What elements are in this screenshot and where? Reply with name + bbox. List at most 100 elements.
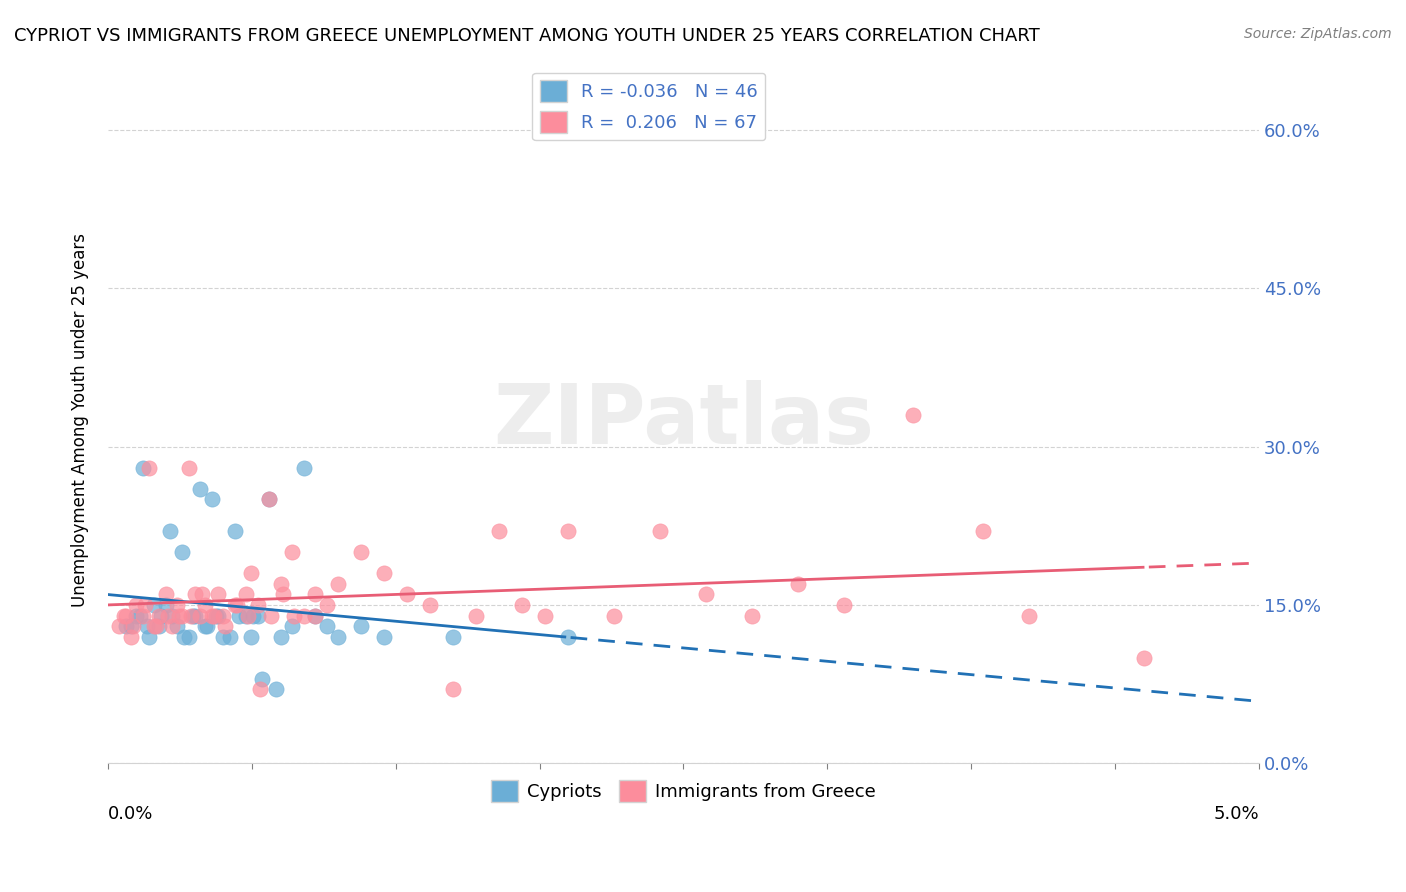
Point: [170, 545, 193, 559]
Point: [124, 608, 146, 623]
Point: [129, 608, 152, 623]
Point: [304, 608, 326, 623]
Point: [264, 682, 287, 697]
Point: [834, 598, 856, 612]
Point: [156, 608, 179, 623]
Text: CYPRIOT VS IMMIGRANTS FROM GREECE UNEMPLOYMENT AMONG YOUTH UNDER 25 YEARS CORREL: CYPRIOT VS IMMIGRANTS FROM GREECE UNEMPL…: [14, 27, 1040, 45]
Point: [903, 408, 925, 422]
Point: [143, 598, 166, 612]
Point: [695, 587, 717, 601]
Point: [202, 608, 225, 623]
Point: [212, 630, 235, 644]
Point: [200, 492, 222, 507]
Point: [315, 598, 337, 612]
Point: [239, 566, 262, 581]
Point: [194, 598, 217, 612]
Point: [246, 598, 269, 612]
Point: [108, 619, 131, 633]
Point: [787, 577, 810, 591]
Point: [603, 608, 626, 623]
Point: [488, 524, 510, 538]
Point: [315, 619, 337, 633]
Point: [396, 587, 419, 601]
Point: [155, 598, 177, 612]
Point: [143, 619, 166, 633]
Point: [235, 608, 257, 623]
Point: [166, 619, 188, 633]
Point: [162, 608, 184, 623]
Point: [194, 619, 217, 633]
Point: [131, 608, 153, 623]
Point: [1132, 650, 1154, 665]
Point: [292, 460, 315, 475]
Point: [148, 619, 170, 633]
Point: [228, 608, 250, 623]
Point: [162, 619, 184, 633]
Point: [260, 608, 283, 623]
Point: [131, 460, 153, 475]
Point: [188, 608, 211, 623]
Point: [184, 587, 207, 601]
Point: [120, 630, 142, 644]
Point: [122, 619, 145, 633]
Point: [534, 608, 557, 623]
Point: [214, 619, 236, 633]
Point: [205, 608, 228, 623]
Point: [115, 619, 138, 633]
Point: [972, 524, 994, 538]
Point: [180, 608, 202, 623]
Point: [246, 608, 269, 623]
Point: [159, 524, 181, 538]
Point: [219, 630, 242, 644]
Point: [138, 630, 160, 644]
Point: [224, 524, 246, 538]
Point: [249, 682, 271, 697]
Point: [239, 630, 262, 644]
Point: [173, 630, 195, 644]
Point: [250, 672, 273, 686]
Point: [271, 587, 294, 601]
Point: [112, 608, 135, 623]
Text: Source: ZipAtlas.com: Source: ZipAtlas.com: [1244, 27, 1392, 41]
Point: [207, 608, 229, 623]
Point: [224, 598, 246, 612]
Point: [134, 598, 156, 612]
Point: [557, 630, 579, 644]
Point: [166, 598, 188, 612]
Point: [235, 587, 257, 601]
Point: [120, 619, 142, 633]
Point: [225, 598, 247, 612]
Point: [270, 577, 292, 591]
Point: [181, 608, 204, 623]
Point: [149, 608, 172, 623]
Point: [170, 608, 193, 623]
Point: [557, 524, 579, 538]
Point: [148, 608, 170, 623]
Point: [510, 598, 533, 612]
Point: [270, 630, 292, 644]
Point: [195, 619, 218, 633]
Point: [145, 619, 167, 633]
Text: ZIPatlas: ZIPatlas: [494, 380, 875, 461]
Point: [350, 545, 373, 559]
Point: [138, 460, 160, 475]
Point: [115, 608, 138, 623]
Point: [169, 608, 191, 623]
Point: [257, 492, 280, 507]
Point: [441, 682, 464, 697]
Point: [326, 630, 349, 644]
Point: [281, 619, 304, 633]
Point: [465, 608, 488, 623]
Point: [650, 524, 672, 538]
Point: [350, 619, 373, 633]
Point: [304, 608, 326, 623]
Point: [188, 482, 211, 496]
Text: 5.0%: 5.0%: [1213, 805, 1258, 823]
Text: 0.0%: 0.0%: [108, 805, 153, 823]
Point: [419, 598, 441, 612]
Point: [212, 608, 235, 623]
Point: [200, 608, 222, 623]
Point: [741, 608, 763, 623]
Point: [304, 587, 326, 601]
Y-axis label: Unemployment Among Youth under 25 years: Unemployment Among Youth under 25 years: [72, 234, 89, 607]
